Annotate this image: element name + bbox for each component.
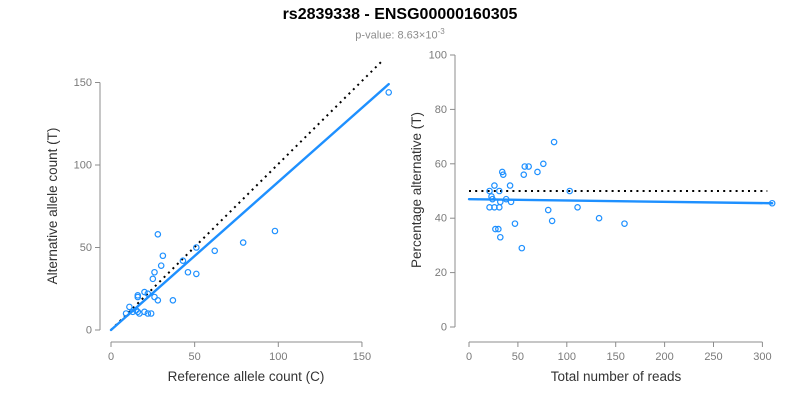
data-point (141, 308, 148, 316)
regression-line (467, 197, 774, 205)
x-tick-label: 0 (466, 351, 472, 363)
data-point (489, 195, 496, 203)
data-point (193, 244, 200, 251)
y-tick-label: 150 (74, 77, 92, 89)
x-tick-label: 250 (704, 351, 722, 363)
data-point (134, 292, 142, 299)
data-point (492, 225, 499, 233)
data-point (621, 220, 628, 227)
y-tick-label: 40 (435, 213, 447, 225)
data-point (491, 182, 498, 189)
x-tick-label: 200 (655, 351, 673, 363)
x-tick-label: 150 (607, 351, 625, 363)
data-point (169, 296, 177, 304)
x-axis-label: Reference allele count (C) (168, 369, 325, 384)
x-tick-label: 100 (558, 351, 576, 363)
y-tick-label: 60 (435, 158, 447, 170)
data-point (502, 195, 510, 203)
p-value-subtitle: p-value: 8.63×10-3 (0, 27, 800, 42)
data-point (521, 163, 529, 170)
data-point (496, 233, 504, 241)
x-tick-label: 50 (512, 351, 524, 363)
y-tick-label: 0 (441, 322, 447, 334)
data-point (149, 275, 157, 283)
p-value-text: p-value: 8.63×10 (355, 29, 438, 42)
data-point (122, 310, 130, 317)
data-point (132, 306, 140, 314)
data-point (184, 268, 192, 276)
data-point (534, 168, 541, 176)
y-tick-label: 50 (80, 242, 92, 254)
data-point (154, 296, 162, 304)
data-point (144, 310, 152, 317)
data-point (507, 198, 515, 206)
x-tick-label: 100 (269, 351, 287, 363)
data-point (193, 270, 200, 278)
data-point (548, 217, 556, 225)
page-title: rs2839338 - ENSG00000160305 (282, 6, 518, 23)
data-point (159, 252, 167, 260)
data-point (486, 187, 493, 195)
data-point (141, 288, 148, 296)
data-point (147, 310, 155, 317)
data-point (496, 198, 504, 206)
data-point (151, 293, 158, 301)
data-point (144, 290, 152, 298)
data-point (518, 244, 526, 252)
regression-line (109, 82, 390, 332)
data-point (506, 182, 514, 189)
x-tick-label: 50 (189, 351, 201, 363)
data-point (495, 225, 502, 233)
data-point (211, 247, 219, 255)
data-point (574, 204, 581, 211)
data-point (499, 171, 507, 178)
y-tick-label: 80 (435, 104, 447, 116)
data-point (271, 227, 279, 235)
p-value-exponent: -3 (437, 26, 445, 36)
data-point (126, 303, 133, 311)
data-point (179, 257, 187, 265)
x-tick-label: 0 (108, 351, 114, 363)
data-point (544, 206, 552, 214)
y-tick-label: 20 (435, 267, 447, 279)
y-tick-label: 0 (86, 325, 92, 337)
data-point (154, 231, 162, 238)
y-axis-label: Alternative allele count (T) (45, 128, 60, 285)
identity-dotted-line (110, 58, 385, 331)
data-point (520, 171, 528, 178)
x-axis-label: Total number of reads (551, 369, 682, 384)
right-scatter-plot: 0 20 40 60 80 100 0 50 100 150 200 250 300 Total numb… (409, 50, 776, 384)
data-point (134, 308, 142, 316)
header: rs2839338 - ENSG00000160305 p-value: 8.6… (0, 6, 800, 41)
data-point (595, 214, 603, 222)
x-tick-label: 150 (353, 351, 371, 363)
y-tick-label: 100 (429, 50, 447, 62)
data-point (550, 138, 558, 146)
data-point (566, 187, 574, 195)
y-axis-label: Percentage alternative (T) (409, 112, 424, 268)
data-point (239, 239, 247, 246)
data-point (511, 220, 519, 227)
y-tick-label: 100 (74, 160, 92, 172)
data-point (540, 160, 547, 168)
data-point (385, 89, 393, 96)
data-point (496, 187, 503, 195)
data-point (525, 163, 532, 170)
data-point (768, 199, 776, 207)
data-point (151, 268, 158, 276)
data-point (157, 262, 165, 269)
left-scatter-plot: 0 50 100 150 0 50 100 150 Reference allele count… (45, 58, 393, 384)
x-tick-label: 300 (753, 351, 771, 363)
